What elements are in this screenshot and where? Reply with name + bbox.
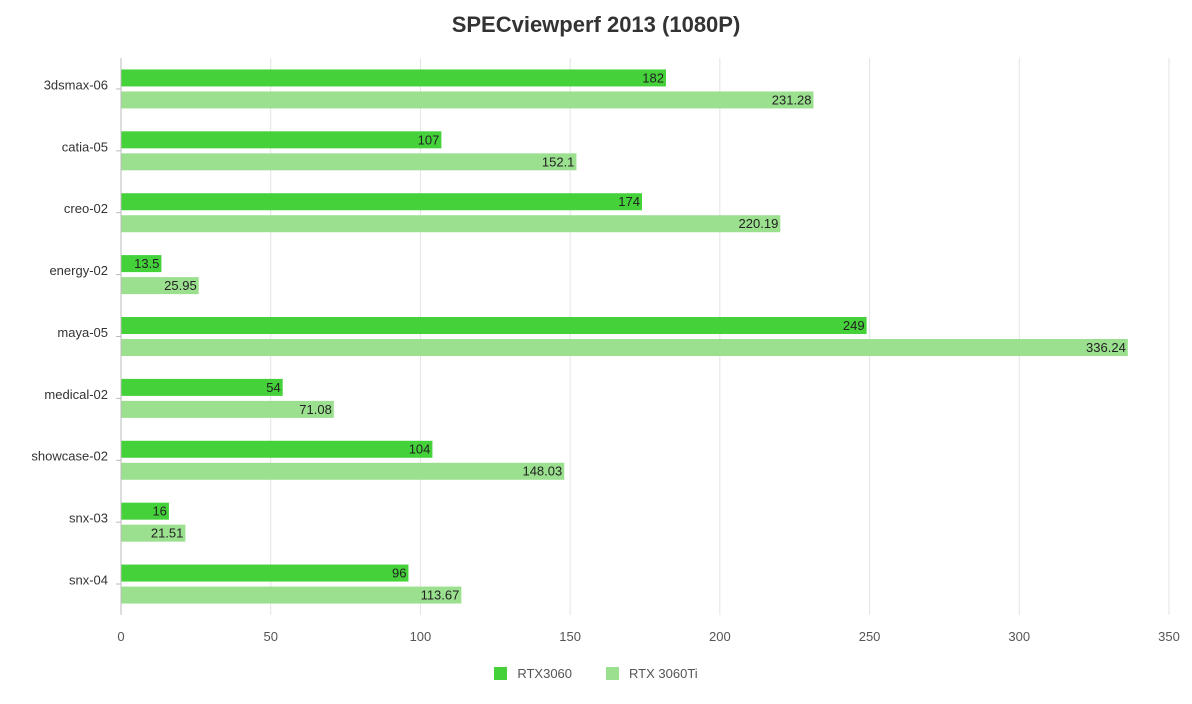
data-label: 249	[843, 318, 865, 333]
data-label: 113.67	[421, 587, 460, 602]
bar	[121, 255, 162, 273]
data-label: 152.1	[542, 154, 575, 169]
bar	[121, 400, 334, 418]
bar	[121, 524, 186, 542]
bar	[121, 91, 814, 109]
data-label: 336.24	[1086, 340, 1126, 355]
bar	[121, 153, 577, 171]
bar	[121, 193, 643, 211]
legend: RTX3060 RTX 3060Ti	[0, 666, 1192, 681]
category-label: energy-02	[49, 263, 108, 278]
bar	[121, 564, 409, 582]
bar	[121, 317, 867, 334]
bar	[121, 277, 199, 295]
bar	[121, 502, 169, 520]
data-label: 107	[418, 132, 440, 147]
category-label: 3dsmax-06	[44, 77, 108, 92]
data-label: 71.08	[299, 402, 332, 417]
data-label: 54	[266, 380, 280, 395]
category-label: medical-02	[44, 387, 108, 402]
data-label: 96	[392, 565, 406, 580]
grid-lines	[270, 58, 1170, 615]
bar	[121, 131, 442, 149]
data-label: 174	[618, 194, 640, 209]
category-label: showcase-02	[31, 449, 108, 464]
data-label: 231.28	[772, 92, 812, 107]
data-label: 148.03	[522, 464, 562, 479]
data-label: 104	[409, 442, 431, 457]
axes: 0 50 100 150 200 250 300 350 3dsmax-06 catia-05 cr…	[31, 58, 1180, 644]
legend-swatch	[606, 667, 620, 680]
category-label: snx-03	[69, 511, 108, 526]
legend-item[interactable]: RTX3060	[494, 666, 572, 681]
data-label: 182	[642, 70, 664, 85]
category-label: catia-05	[62, 139, 108, 154]
bar	[121, 339, 1128, 356]
bar	[121, 462, 565, 480]
x-tick-label: 200	[709, 629, 731, 644]
data-label: 16	[152, 504, 166, 519]
x-tick-label: 150	[559, 629, 581, 644]
bar	[121, 215, 781, 233]
x-tick-label: 350	[1158, 629, 1180, 644]
category-label: snx-04	[69, 572, 108, 587]
bar	[121, 378, 283, 396]
legend-label: RTX 3060Ti	[629, 666, 698, 681]
category-label: maya-05	[57, 325, 108, 340]
x-tick-label: 300	[1008, 629, 1030, 644]
data-label: 21.51	[151, 526, 184, 541]
x-tick-label: 0	[117, 629, 124, 644]
bar	[121, 440, 433, 458]
x-tick-label: 50	[263, 629, 277, 644]
bar	[121, 69, 666, 87]
data-label: 13.5	[134, 256, 159, 271]
category-label: creo-02	[64, 201, 108, 216]
data-label: 220.19	[739, 216, 779, 231]
x-tick-label: 100	[410, 629, 432, 644]
legend-label: RTX3060	[517, 666, 573, 681]
bar	[121, 586, 462, 604]
chart-title: SPECviewperf 2013 (1080P)	[451, 12, 741, 37]
bars: 182 231.28 107 152.1 174 220.19 13.5 25.95 249 33…	[121, 69, 1128, 604]
legend-item[interactable]: RTX 3060Ti	[606, 666, 698, 681]
data-label: 25.95	[164, 278, 197, 293]
legend-swatch	[494, 667, 508, 680]
x-tick-label: 250	[859, 629, 881, 644]
